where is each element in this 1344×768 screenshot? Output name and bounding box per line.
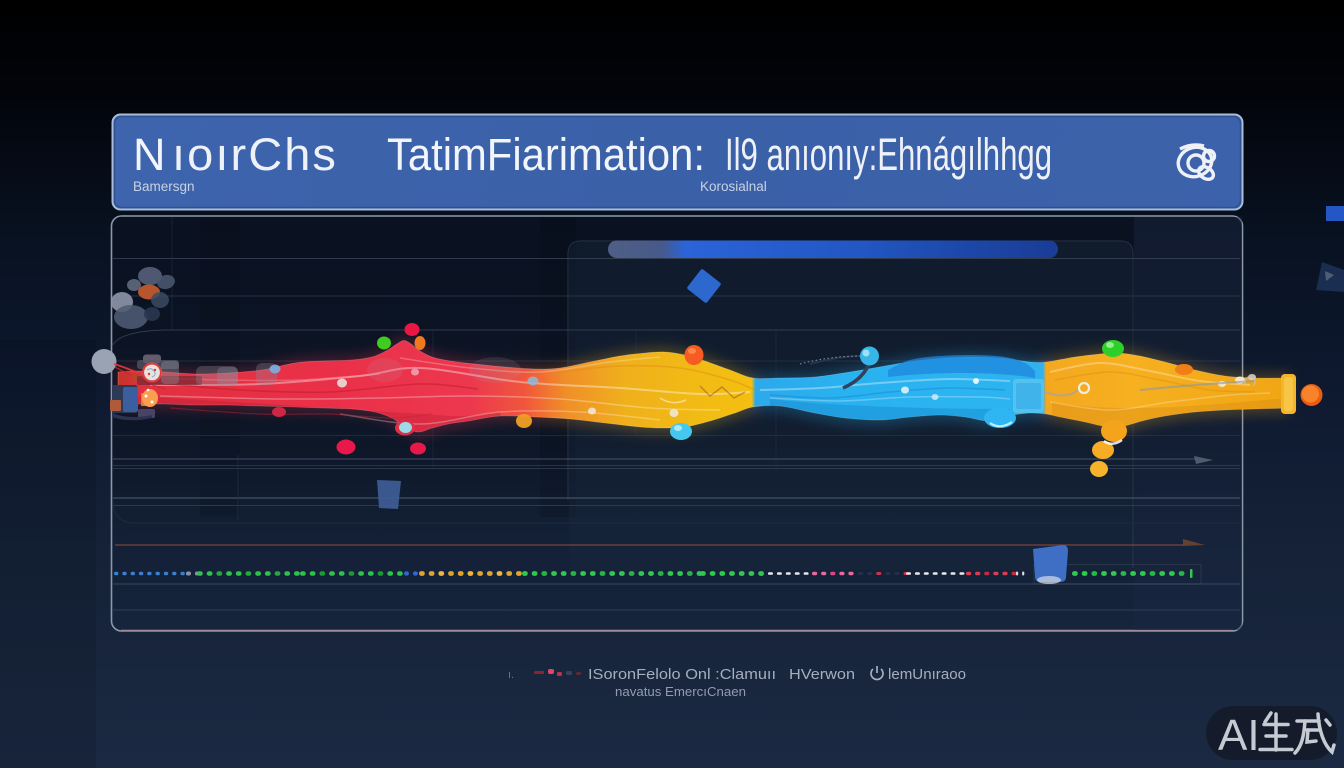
svg-text:ıoırChs: ıoırChs [172,129,338,180]
svg-text:lemUnıraoo: lemUnıraoo [888,666,966,683]
svg-text:Korosialnal: Korosialnal [700,179,767,194]
svg-text:ı.: ı. [508,669,514,681]
svg-text:N: N [133,129,167,180]
svg-text:navatus EmercıCnaen: navatus EmercıCnaen [615,685,746,699]
svg-text:Il9 anıonıy:Ehnágılhhgg: Il9 anıonıy:Ehnágılhhgg [725,129,1052,180]
svg-text:ISoronFelolo Onl :Clamuıı: ISoronFelolo Onl :Clamuıı [588,666,776,683]
svg-text:AI: AI [1218,711,1260,760]
svg-text:HVerwon: HVerwon [789,666,855,683]
svg-text:TatimFiarimation:: TatimFiarimation: [387,129,705,180]
svg-text:Bamersgn: Bamersgn [133,179,195,194]
